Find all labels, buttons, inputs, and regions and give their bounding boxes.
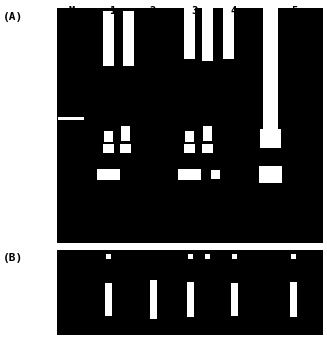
Text: 100-: 100- bbox=[33, 223, 55, 233]
Text: bp: bp bbox=[39, 22, 50, 31]
Text: 4: 4 bbox=[231, 6, 237, 16]
Text: 5: 5 bbox=[291, 6, 297, 16]
Text: 250-: 250- bbox=[33, 172, 55, 180]
Text: 500-: 500- bbox=[33, 136, 55, 144]
Text: 1000-: 1000- bbox=[28, 102, 55, 112]
Text: 3: 3 bbox=[191, 6, 197, 16]
Text: (B): (B) bbox=[3, 253, 23, 263]
Text: M: M bbox=[69, 6, 75, 16]
Text: (A): (A) bbox=[3, 12, 23, 22]
Text: 1: 1 bbox=[110, 6, 116, 16]
Text: 750-: 750- bbox=[33, 114, 55, 122]
Text: 2: 2 bbox=[150, 6, 156, 16]
Text: 2000-: 2000- bbox=[28, 74, 55, 82]
